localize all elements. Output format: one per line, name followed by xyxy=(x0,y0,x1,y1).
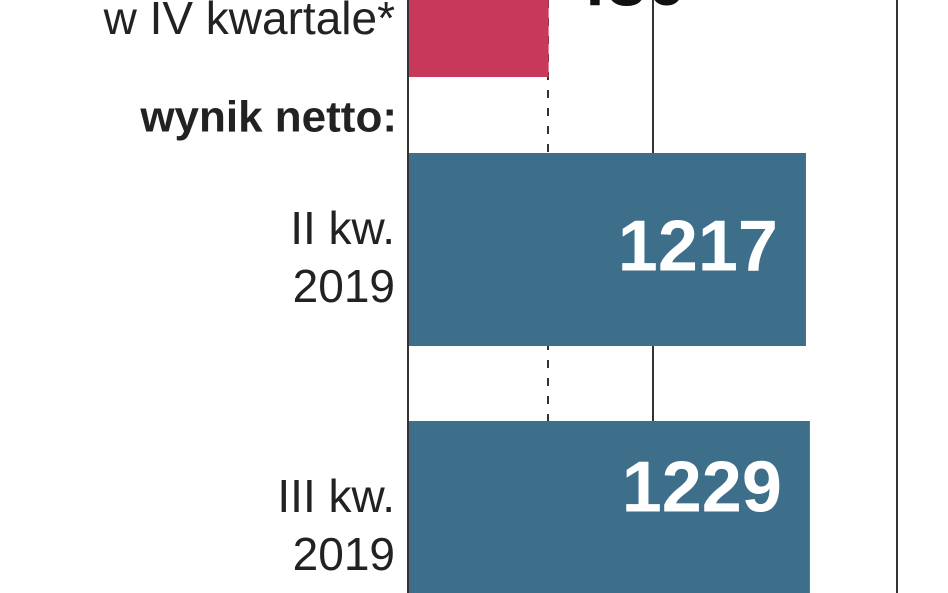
value-label: 430 xyxy=(567,0,687,21)
bar xyxy=(408,421,810,593)
bar xyxy=(408,153,806,346)
section-label: wynik netto: xyxy=(139,93,397,142)
value-label: 1229 xyxy=(622,448,782,528)
value-label: 1217 xyxy=(618,207,778,287)
bar xyxy=(408,0,549,77)
category-label: II kw. 2019 xyxy=(290,202,395,312)
category-label: w IV kwartale* xyxy=(103,0,396,44)
category-label: III kw. 2019 xyxy=(277,470,395,580)
